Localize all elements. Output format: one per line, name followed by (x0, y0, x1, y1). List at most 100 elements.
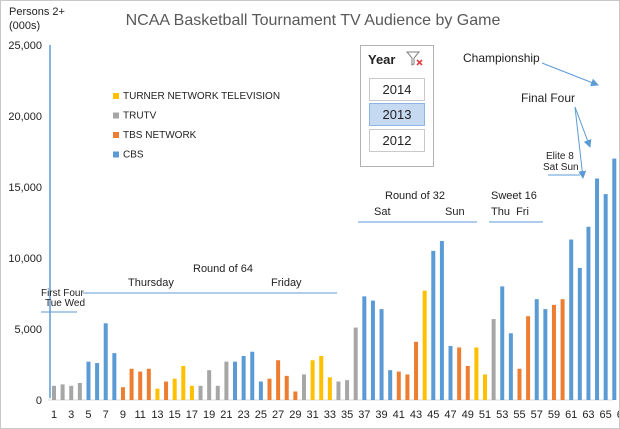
bar-game-32 (319, 355, 324, 400)
annotations: First Four Tue Wed Round of 64 Thursday … (41, 45, 599, 398)
bar-game-60 (560, 299, 565, 400)
legend-label: TBS NETWORK (123, 130, 197, 141)
bar-game-38 (370, 300, 375, 400)
x-tick-label: 61 (565, 409, 577, 421)
x-tick-label: 27 (272, 409, 284, 421)
slicer-item-2013[interactable]: 2013 (369, 103, 425, 126)
bar-game-18 (198, 385, 203, 400)
annotation-tue-wed: Tue Wed (45, 298, 85, 309)
bar-game-13 (155, 388, 160, 400)
bar-game-59 (551, 304, 556, 400)
x-axis-ticks: 1 3 5 7 9 11 13 15 17 19 21 23 25 27 29 31 33 35 37 39 41 43 4… (51, 409, 619, 421)
bar-game-64 (595, 178, 600, 400)
bar-game-34 (336, 381, 341, 400)
bar-game-1 (52, 385, 56, 400)
bar-game-40 (388, 370, 393, 400)
bar-game-23 (241, 355, 246, 400)
x-tick-label: 65 (600, 409, 612, 421)
x-tick-label: 17 (186, 409, 198, 421)
legend-swatch (113, 151, 119, 158)
arrow-final-four-1 (574, 106, 592, 148)
arrow-final-four-2 (574, 106, 587, 179)
bar-game-53 (500, 286, 505, 400)
slicer-header: Year (368, 52, 396, 67)
bars (52, 158, 617, 400)
annotation-elite-8: Elite 8 (546, 151, 574, 162)
year-slicer: Year 2014 2013 2012 (360, 45, 434, 167)
y-tick-label: 15,000 (8, 182, 42, 194)
bar-game-12 (146, 368, 151, 400)
x-tick-label: 41 (393, 409, 405, 421)
bar-game-17 (189, 385, 194, 400)
bar-game-62 (577, 267, 582, 400)
legend-label: TURNER NETWORK TELEVISION (123, 91, 280, 102)
bar-game-45 (431, 250, 436, 400)
bar-game-15 (172, 378, 177, 400)
y-tick-label: 25,000 (8, 40, 42, 52)
annotation-sweet-16: Sweet 16 (491, 190, 537, 202)
x-tick-label: 7 (103, 409, 109, 421)
x-tick-label: 55 (513, 409, 525, 421)
bar-game-57 (534, 299, 539, 400)
bar-game-43 (414, 341, 419, 400)
x-tick-label: 35 (341, 409, 353, 421)
slicer-item-2012[interactable]: 2012 (369, 129, 425, 152)
slicer-item-2014[interactable]: 2014 (369, 78, 425, 101)
annotation-round-of-64: Round of 64 (193, 263, 253, 275)
bar-game-66 (612, 158, 617, 400)
x-tick-label: 29 (289, 409, 301, 421)
x-tick-label: 13 (151, 409, 163, 421)
bar-game-3 (69, 385, 74, 400)
x-tick-label: 31 (306, 409, 318, 421)
bar-game-5 (86, 361, 91, 400)
y-axis-label-line1: Persons 2+ (9, 6, 65, 18)
legend-label: TRUTV (123, 111, 157, 122)
x-tick-label: 9 (120, 409, 126, 421)
annotation-thursday: Thursday (128, 277, 174, 289)
arrow-championship (541, 62, 599, 87)
bar-game-31 (310, 360, 315, 400)
y-axis-ticks: 0 5,000 10,000 15,000 20,000 25,000 (8, 40, 42, 407)
x-tick-label: 23 (238, 409, 250, 421)
bar-game-41 (396, 371, 401, 400)
x-tick-label: 67 (617, 409, 619, 421)
bar-game-8 (112, 353, 117, 400)
clear-filter-icon[interactable] (405, 50, 425, 68)
y-tick-label: 0 (36, 395, 42, 407)
annotation-sun: Sun (445, 206, 465, 218)
bar-game-58 (543, 309, 548, 400)
x-tick-label: 21 (220, 409, 232, 421)
bar-game-7 (103, 323, 108, 400)
annotation-first-four: First Four (41, 288, 84, 299)
x-tick-label: 43 (410, 409, 422, 421)
x-tick-label: 51 (479, 409, 491, 421)
legend-swatch (113, 112, 119, 119)
bar-game-9 (120, 387, 125, 400)
x-tick-label: 57 (531, 409, 543, 421)
x-tick-label: 3 (68, 409, 74, 421)
annotation-sat-sun: Sat Sun (543, 162, 579, 173)
bar-game-10 (129, 368, 134, 400)
annotation-sat: Sat (374, 206, 391, 218)
bar-game-42 (405, 374, 410, 400)
legend-swatch (113, 132, 119, 138)
bar-game-51 (483, 374, 487, 400)
bar-game-27 (276, 360, 281, 400)
bar-game-65 (603, 194, 608, 400)
x-tick-label: 11 (134, 409, 145, 421)
bar-game-14 (164, 381, 169, 400)
bar-game-4 (77, 382, 82, 400)
bar-game-22 (233, 361, 238, 400)
x-tick-label: 19 (203, 409, 215, 421)
x-tick-label: 25 (255, 409, 267, 421)
legend-label: CBS (123, 150, 144, 161)
bar-game-21 (224, 361, 229, 400)
y-tick-label: 10,000 (8, 253, 42, 265)
bar-game-35 (345, 380, 350, 400)
chart-title: NCAA Basketball Tournament TV Audience b… (126, 12, 501, 29)
bar-game-54 (508, 333, 513, 400)
bar-game-29 (293, 391, 298, 400)
x-tick-label: 45 (427, 409, 439, 421)
legend-swatch (113, 93, 119, 99)
